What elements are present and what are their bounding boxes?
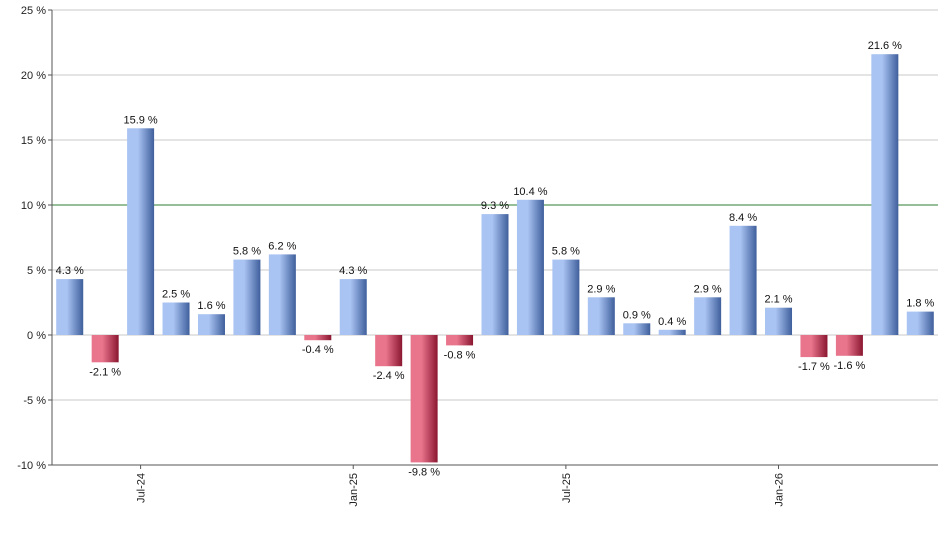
bar-value-label: 21.6 % xyxy=(868,40,902,52)
bars xyxy=(56,54,934,463)
bar-value-label: -9.8 % xyxy=(408,466,440,478)
bar-value-label: -0.8 % xyxy=(444,349,476,361)
bar-value-label: -2.1 % xyxy=(89,366,121,378)
bar-value-label: 4.3 % xyxy=(339,265,367,277)
x-tick-label: Jan-26 xyxy=(774,473,786,507)
bar-positive xyxy=(197,314,225,335)
bar-value-label: 5.8 % xyxy=(552,246,580,258)
bar-positive xyxy=(56,279,84,335)
bar-negative xyxy=(410,335,438,463)
bar-positive xyxy=(765,307,793,335)
bar-positive xyxy=(658,329,686,335)
bar-negative xyxy=(375,335,403,367)
bar-value-label: 0.4 % xyxy=(658,316,686,328)
bar-positive xyxy=(516,199,544,335)
bar-value-label: 0.9 % xyxy=(623,309,651,321)
bar-positive xyxy=(233,259,261,335)
bar-positive xyxy=(729,225,757,335)
bar-value-label: 8.4 % xyxy=(729,212,757,224)
y-tick-label: 25 % xyxy=(21,5,46,17)
bar-positive xyxy=(906,311,934,335)
bar-value-label: 2.5 % xyxy=(162,289,190,301)
bar-value-label: 2.9 % xyxy=(694,283,722,295)
y-tick-label: 15 % xyxy=(21,135,46,147)
bar-positive xyxy=(552,259,580,335)
x-tick-label: Jul-25 xyxy=(561,473,573,503)
y-tick-label: -5 % xyxy=(23,395,46,407)
data-labels: 4.3 % -2.1 % 15.9 % 2.5 % 1.6 % 5.8 % 6.2 % -0.… xyxy=(56,40,935,478)
bar-value-label: -1.6 % xyxy=(834,360,866,372)
bar-value-label: 9.3 % xyxy=(481,200,509,212)
bar-positive xyxy=(587,297,615,335)
bar-value-label: -0.4 % xyxy=(302,344,334,356)
bar-negative xyxy=(446,335,474,346)
bar-negative xyxy=(304,335,332,341)
bar-positive xyxy=(623,323,651,335)
x-tick-label: Jan-25 xyxy=(348,473,360,507)
bar-value-label: 1.8 % xyxy=(906,298,934,310)
axes: -10 % -5 % 0 % 5 % 10 % 15 % 20 % 25 % Jul-24 Jan… xyxy=(17,5,938,507)
bar-value-label: 1.6 % xyxy=(197,300,225,312)
bar-value-label: -1.7 % xyxy=(798,361,830,373)
bar-positive xyxy=(162,302,190,335)
bar-value-label: 6.2 % xyxy=(268,240,296,252)
bar-value-label: 10.4 % xyxy=(513,186,547,198)
bar-value-label: 5.8 % xyxy=(233,246,261,258)
bar-positive xyxy=(694,297,722,335)
bar-value-label: -2.4 % xyxy=(373,370,405,382)
bar-value-label: 2.1 % xyxy=(764,294,792,306)
bar-negative xyxy=(800,335,828,358)
bar-negative xyxy=(91,335,119,363)
bar-value-label: 4.3 % xyxy=(56,265,84,277)
x-tick-label: Jul-24 xyxy=(136,473,148,503)
y-tick-label: 5 % xyxy=(27,265,46,277)
y-tick-label: 20 % xyxy=(21,70,46,82)
bar-positive xyxy=(268,254,296,335)
bar-positive xyxy=(339,279,367,335)
bar-value-label: 2.9 % xyxy=(587,283,615,295)
y-tick-label: 0 % xyxy=(27,330,46,342)
bar-value-label: 15.9 % xyxy=(123,114,157,126)
bar-positive xyxy=(871,54,899,335)
y-tick-label: 10 % xyxy=(21,200,46,212)
bar-negative xyxy=(835,335,863,356)
bar-positive xyxy=(127,128,155,335)
bar-positive xyxy=(481,214,509,335)
y-tick-label: -10 % xyxy=(17,460,46,472)
